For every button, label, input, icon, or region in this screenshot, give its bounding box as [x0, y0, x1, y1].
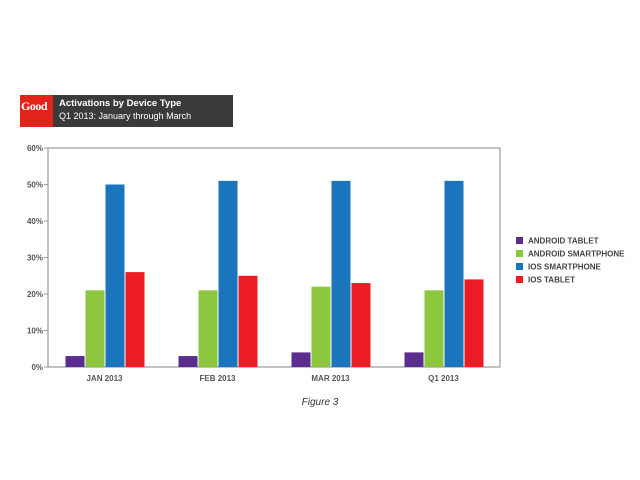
bar [351, 283, 371, 367]
y-tick-label: 40% [27, 217, 43, 226]
legend-swatch [516, 237, 523, 244]
good-logo: Good [20, 95, 53, 127]
legend-label: IOS SMARTPHONE [528, 263, 602, 272]
legend-label: ANDROID SMARTPHONE [528, 250, 625, 259]
bar [198, 290, 218, 367]
x-tick-label: JAN 2013 [86, 374, 123, 383]
bar [85, 290, 105, 367]
bar [125, 272, 145, 367]
bar [238, 275, 258, 367]
y-tick-label: 20% [27, 290, 43, 299]
header-bar [20, 95, 233, 127]
x-tick-label: FEB 2013 [199, 374, 236, 383]
figure-caption: Figure 3 [301, 397, 339, 408]
chart-title: Activations by Device Type [59, 98, 182, 109]
x-tick-label: Q1 2013 [428, 374, 459, 383]
y-tick-label: 30% [27, 254, 43, 263]
legend-label: ANDROID TABLET [528, 237, 599, 246]
legend-swatch [516, 276, 523, 283]
bar [218, 180, 238, 367]
bar [444, 180, 464, 367]
bar [291, 352, 311, 367]
legend-swatch [516, 250, 523, 257]
y-tick-label: 10% [27, 327, 43, 336]
chart-subtitle: Q1 2013: January through March [59, 111, 192, 121]
bar [105, 184, 125, 367]
bar [331, 180, 351, 367]
legend-swatch [516, 263, 523, 270]
logo-text: Good [21, 99, 48, 113]
legend-label: IOS TABLET [528, 276, 575, 285]
bar [464, 279, 484, 367]
bar [424, 290, 444, 367]
bar [404, 352, 424, 367]
y-tick-label: 50% [27, 181, 43, 190]
bar [65, 356, 85, 367]
y-tick-label: 0% [31, 363, 43, 372]
x-tick-label: MAR 2013 [311, 374, 350, 383]
bar [178, 356, 198, 367]
bar [311, 286, 331, 367]
y-tick-label: 60% [27, 144, 43, 153]
